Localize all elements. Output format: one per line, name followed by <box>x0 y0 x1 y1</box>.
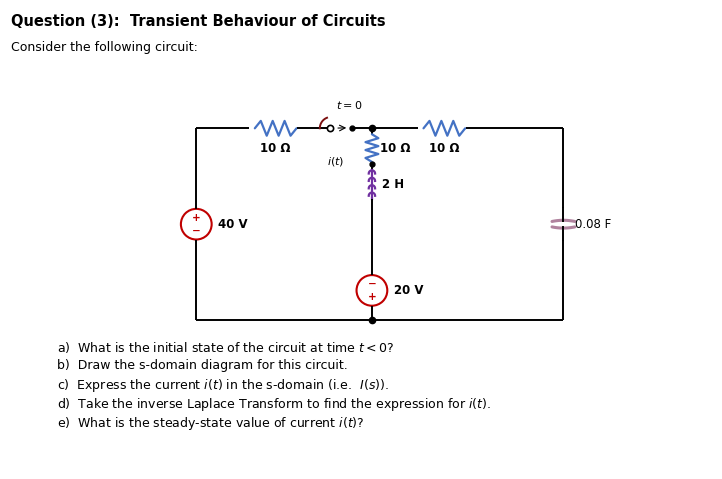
Text: b)  Draw the s-domain diagram for this circuit.: b) Draw the s-domain diagram for this ci… <box>57 359 348 372</box>
Text: +: + <box>192 213 201 223</box>
Text: 10 Ω: 10 Ω <box>429 142 460 155</box>
Text: −: − <box>192 226 201 236</box>
Text: Consider the following circuit:: Consider the following circuit: <box>11 41 198 54</box>
Text: c)  Express the current $i(t)$ in the s-domain (i.e.  $I(s)$).: c) Express the current $i(t)$ in the s-d… <box>57 377 389 394</box>
Text: 20 V: 20 V <box>393 284 423 297</box>
Text: −: − <box>367 279 376 289</box>
Text: 40 V: 40 V <box>218 217 248 231</box>
Text: 0.08 F: 0.08 F <box>575 217 612 231</box>
Text: d)  Take the inverse Laplace Transform to find the expression for $i(t)$.: d) Take the inverse Laplace Transform to… <box>57 396 492 413</box>
Text: 2 H: 2 H <box>382 178 404 191</box>
Text: +: + <box>367 292 376 302</box>
Text: a)  What is the initial state of the circuit at time $t < 0$?: a) What is the initial state of the circ… <box>57 340 395 355</box>
Text: 10 Ω: 10 Ω <box>380 142 410 155</box>
Text: $t = 0$: $t = 0$ <box>336 99 362 111</box>
Text: Question (3):  Transient Behaviour of Circuits: Question (3): Transient Behaviour of Cir… <box>11 13 386 29</box>
Text: 10 Ω: 10 Ω <box>261 142 291 155</box>
Text: $i(t)$: $i(t)$ <box>327 155 344 169</box>
Text: e)  What is the steady-state value of current $i(t)$?: e) What is the steady-state value of cur… <box>57 415 365 432</box>
